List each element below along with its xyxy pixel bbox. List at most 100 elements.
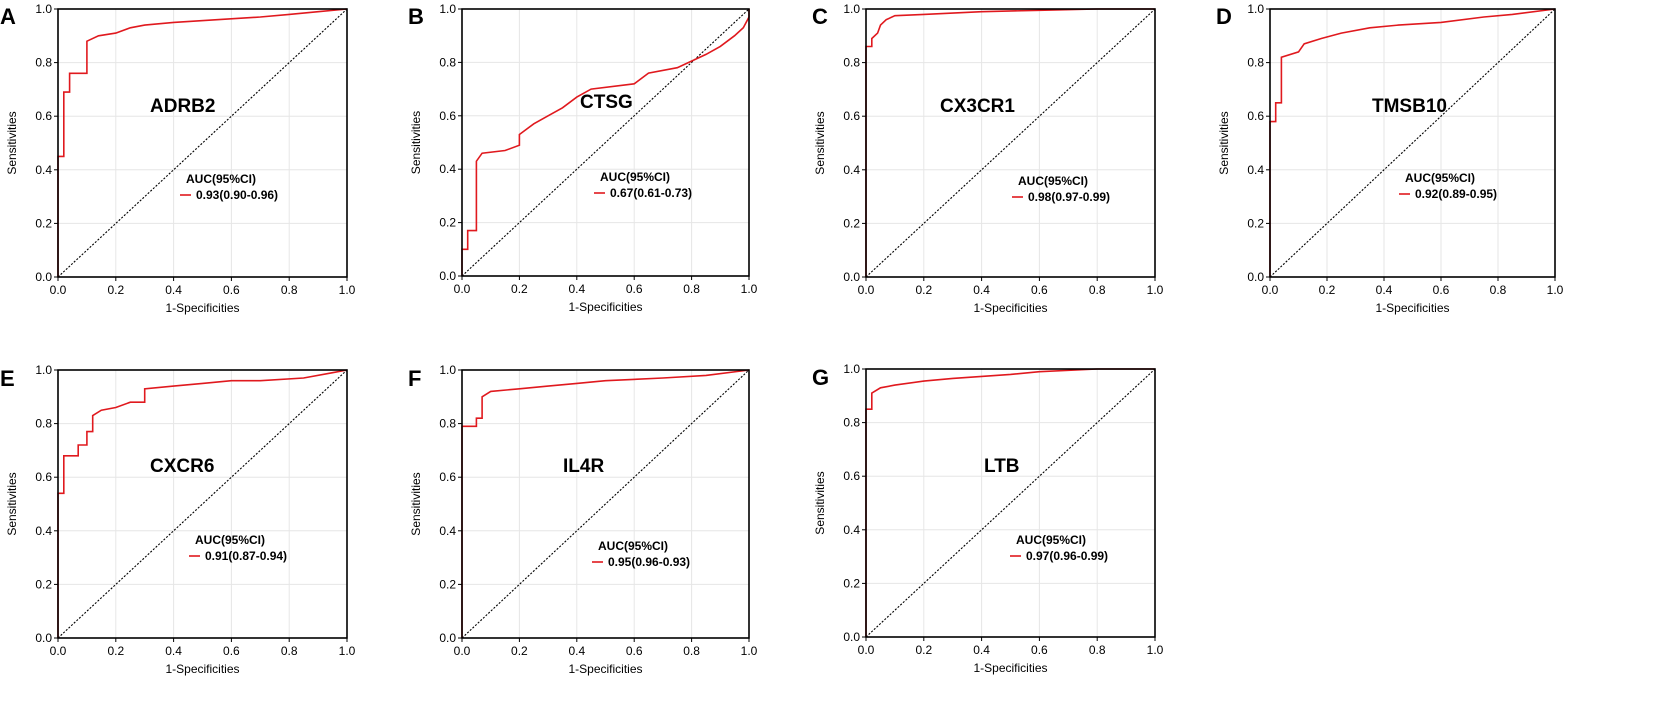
y-tick-label: 0.4 [35, 163, 52, 177]
y-tick-label: 0.2 [35, 577, 52, 591]
y-axis-label: Sensitivities [813, 471, 827, 534]
y-tick-label: 0.6 [439, 470, 456, 484]
y-tick-label: 0.4 [843, 163, 860, 177]
y-tick-label: 0.4 [439, 524, 456, 538]
y-tick-label: 0.0 [439, 631, 456, 645]
plot-frame [1269, 8, 1556, 278]
x-tick-label: 0.2 [1319, 283, 1336, 297]
roc-curve [461, 9, 750, 276]
y-axis-label: Sensitivities [409, 472, 423, 535]
x-tick-label: 0.6 [223, 644, 240, 658]
gene-title: IL4R [563, 456, 604, 477]
y-tick-label: 0.4 [843, 523, 860, 537]
roc-panel-g: 0.00.0 0.2 0.2 0.4 0.4 0.6 0.6 0.8 0.8 1.0 1.0 1-Sp… [812, 362, 1164, 675]
roc-curve [57, 369, 348, 638]
y-tick-label: 1.0 [1247, 2, 1264, 16]
x-tick-label: 0.6 [1433, 283, 1450, 297]
auc-legend-value: 0.91(0.87-0.94) [205, 549, 287, 563]
reference-diagonal-line [461, 369, 750, 639]
y-tick-label: 0.6 [35, 109, 52, 123]
x-tick-label: 1.0 [1547, 283, 1564, 297]
x-tick-label: 0.6 [1031, 283, 1048, 297]
panel-letter: F [408, 366, 421, 391]
reference-diagonal-line [865, 368, 1156, 638]
roc-curve [461, 369, 750, 638]
reference-diagonal-line [57, 369, 348, 639]
x-tick-label: 1.0 [339, 283, 356, 297]
y-axis-label: Sensitivities [5, 111, 19, 174]
y-tick-label: 0.0 [35, 270, 52, 284]
auc-legend-title: AUC(95%CI) [600, 170, 670, 184]
auc-legend-title: AUC(95%CI) [1016, 533, 1086, 547]
y-tick-label: 1.0 [439, 363, 456, 377]
y-axis-label: Sensitivities [409, 111, 423, 174]
auc-legend-title: AUC(95%CI) [186, 172, 256, 186]
x-tick-label: 0.4 [568, 282, 585, 296]
x-tick-label: 0.8 [683, 644, 700, 658]
x-tick-label: 0.0 [858, 643, 875, 657]
y-axis-label: Sensitivities [813, 111, 827, 174]
auc-legend-value: 0.98(0.97-0.99) [1028, 190, 1110, 204]
y-tick-label: 1.0 [35, 2, 52, 16]
auc-legend-title: AUC(95%CI) [598, 539, 668, 553]
gene-title: LTB [984, 456, 1020, 477]
auc-legend-value: 0.67(0.61-0.73) [610, 186, 692, 200]
auc-legend-value: 0.93(0.90-0.96) [196, 188, 278, 202]
x-tick-label: 0.6 [223, 283, 240, 297]
x-tick-label: 0.4 [165, 283, 182, 297]
y-tick-label: 0.4 [1247, 163, 1264, 177]
x-tick-label: 0.6 [1031, 643, 1048, 657]
y-axis-label: Sensitivities [1217, 111, 1231, 174]
x-tick-label: 0.8 [281, 283, 298, 297]
auc-legend-value: 0.97(0.96-0.99) [1026, 549, 1108, 563]
y-axis-label: Sensitivities [5, 472, 19, 535]
y-tick-label: 0.8 [1247, 56, 1264, 70]
x-axis-label: 1-Specificities [568, 662, 642, 676]
x-axis-label: 1-Specificities [1375, 301, 1449, 315]
y-tick-label: 0.2 [843, 216, 860, 230]
plot-frame [461, 369, 750, 639]
y-tick-label: 0.6 [1247, 109, 1264, 123]
panel-letter: D [1216, 4, 1232, 29]
x-tick-label: 0.0 [50, 644, 67, 658]
gene-title: CXCR6 [150, 456, 214, 477]
y-tick-label: 0.4 [439, 162, 456, 176]
x-axis-label: 1-Specificities [973, 661, 1047, 675]
y-tick-label: 0.6 [843, 469, 860, 483]
x-tick-label: 0.4 [973, 643, 990, 657]
reference-diagonal-line [865, 8, 1156, 278]
x-tick-label: 0.0 [50, 283, 67, 297]
plot-frame [57, 369, 348, 639]
x-tick-label: 0.2 [107, 283, 124, 297]
x-tick-label: 0.0 [454, 644, 471, 658]
x-tick-label: 0.0 [1262, 283, 1279, 297]
x-tick-label: 0.2 [915, 643, 932, 657]
x-tick-label: 0.4 [973, 283, 990, 297]
auc-legend-title: AUC(95%CI) [1018, 174, 1088, 188]
x-tick-label: 1.0 [1147, 283, 1164, 297]
x-tick-label: 0.4 [165, 644, 182, 658]
gene-title: CX3CR1 [940, 96, 1015, 117]
y-tick-label: 0.8 [439, 55, 456, 69]
roc-panel-e: 0.00.0 0.2 0.2 0.4 0.4 0.6 0.6 0.8 0.8 1.0 1.0 1-Sp… [0, 363, 356, 676]
y-tick-label: 0.0 [843, 270, 860, 284]
panel-letter: G [812, 365, 829, 390]
x-tick-label: 1.0 [741, 282, 758, 296]
roc-curve [865, 368, 1155, 637]
roc-panel-b: 0.00.0 0.2 0.2 0.4 0.4 0.6 0.6 0.8 0.8 1.0 1.0 1-Sp… [408, 2, 758, 314]
y-tick-label: 0.8 [439, 417, 456, 431]
panel-letter: C [812, 4, 828, 29]
y-tick-label: 0.0 [1247, 270, 1264, 284]
y-tick-label: 0.2 [439, 216, 456, 230]
panel-letter: B [408, 4, 424, 29]
plot-frame [865, 8, 1156, 278]
y-tick-label: 0.2 [1247, 216, 1264, 230]
x-tick-label: 0.2 [511, 282, 528, 296]
reference-diagonal-line [57, 8, 348, 278]
x-tick-label: 0.6 [626, 282, 643, 296]
x-tick-label: 0.8 [1490, 283, 1507, 297]
roc-curve [865, 8, 1155, 277]
y-tick-label: 0.8 [35, 417, 52, 431]
roc-panel-a: 0.00.0 0.2 0.2 0.4 0.4 0.6 0.6 0.8 0.8 1.0 1.0 1-Sp… [0, 2, 356, 315]
